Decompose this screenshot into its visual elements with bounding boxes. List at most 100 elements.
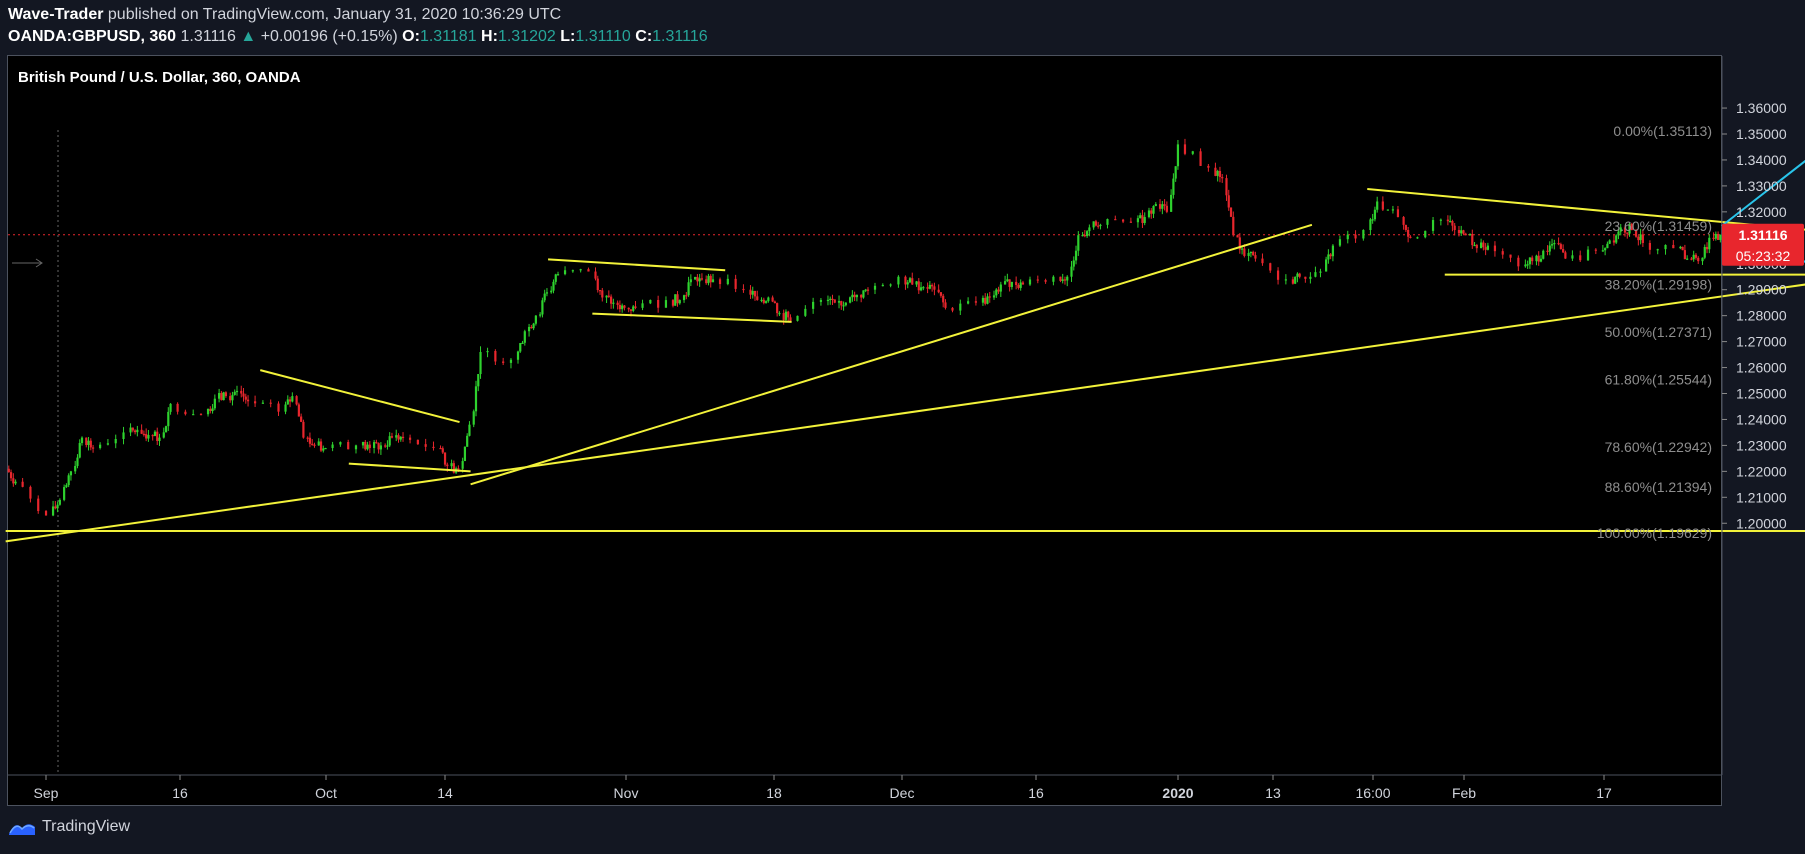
candle-body (253, 401, 257, 404)
candle-body (1170, 194, 1173, 212)
candle-body (372, 442, 376, 448)
current-price-value: 1.31116 (1738, 227, 1787, 243)
candle-body (1716, 233, 1720, 240)
candle-body (284, 404, 287, 412)
candle-body (432, 446, 435, 449)
candle-body (1637, 236, 1640, 241)
candle-body (1017, 284, 1020, 288)
candle-body (1346, 234, 1349, 240)
candle-body (521, 342, 524, 344)
low-label: L: (560, 28, 576, 45)
symbol-label: OANDA:GBPUSD, 360 (8, 28, 177, 45)
candle-body (85, 437, 88, 445)
candle-body (1391, 209, 1395, 211)
candle-body (468, 424, 471, 436)
candle-body (571, 270, 574, 272)
candle-body (99, 444, 102, 448)
candle-body (450, 463, 453, 467)
candle-body (1072, 260, 1075, 267)
candle-body (999, 284, 1002, 292)
price-tick-label: 1.33000 (1736, 178, 1787, 194)
candle-body (853, 294, 856, 298)
candle-body (377, 443, 380, 450)
tradingview-brand[interactable]: TradingView (42, 818, 131, 835)
candle-body (1571, 255, 1574, 259)
candle-body (313, 444, 316, 446)
open-label: O: (402, 28, 420, 45)
candle-body (579, 269, 582, 271)
candle-body (1501, 251, 1504, 255)
candle-body (545, 292, 549, 294)
candle-body (705, 279, 708, 284)
candle-body (1309, 276, 1312, 279)
candle-body (1528, 257, 1532, 265)
candle-body (1439, 219, 1442, 221)
candle-body (641, 303, 644, 308)
candle-body (1291, 279, 1295, 284)
author-name[interactable]: Wave-Trader (8, 6, 104, 23)
time-tick-label: Feb (1452, 785, 1476, 801)
candle-body (709, 275, 712, 283)
candle-body (1690, 258, 1693, 260)
fib-level-label: 38.20%(1.29198) (1605, 277, 1712, 293)
candle-body (1106, 219, 1109, 225)
candle-body (244, 396, 247, 400)
candle-body (616, 302, 619, 305)
candle-body (288, 399, 292, 402)
candle-body (1028, 279, 1032, 285)
high-value: 1.31202 (497, 28, 556, 45)
candle-body (796, 315, 799, 321)
candle-body (1327, 254, 1330, 260)
chart-title: British Pound / U.S. Dollar, 360, OANDA (18, 69, 301, 86)
candle-body (974, 301, 978, 303)
candle-body (1535, 255, 1538, 262)
candle-body (718, 279, 722, 285)
candle-body (1462, 230, 1465, 234)
candle-body (1457, 230, 1461, 234)
candle-body (842, 305, 845, 307)
candle-body (694, 276, 697, 280)
candle-body (302, 421, 305, 438)
triangle-resistance-line (1367, 188, 1805, 231)
candle-body (1150, 210, 1153, 214)
price-tick-label: 1.23000 (1736, 437, 1787, 453)
candle-body (981, 297, 985, 303)
candle-body (472, 411, 475, 425)
candle-body (122, 432, 125, 439)
candle-body (904, 276, 907, 285)
candle-body (944, 302, 947, 308)
candle-body (1484, 247, 1487, 250)
last-price: 1.31116 (180, 28, 236, 45)
candle-body (897, 276, 900, 285)
candle-body (51, 506, 55, 516)
candle-body (231, 394, 234, 401)
candle-body (233, 391, 236, 395)
candle-body (959, 303, 962, 311)
candle-body (543, 293, 546, 301)
candle-body (1070, 266, 1073, 277)
candle-body (753, 290, 757, 297)
candle-body (997, 289, 1000, 292)
candle-body (1227, 195, 1230, 208)
candle-body (1703, 246, 1706, 258)
candle-body (782, 313, 785, 320)
candle-body (1679, 246, 1682, 249)
price-tick-label: 1.26000 (1736, 360, 1787, 376)
candle-body (789, 317, 792, 321)
time-tick-label: Dec (890, 785, 915, 801)
candle-body (1229, 207, 1233, 217)
candle-body (1694, 254, 1698, 258)
candle-body (1094, 221, 1098, 226)
candle-body (1446, 219, 1449, 222)
candle-body (1052, 276, 1055, 282)
fib-level-label: 0.00%(1.35113) (1613, 123, 1712, 139)
candle-body (1129, 221, 1132, 223)
candle-body (142, 433, 145, 436)
candle-body (1468, 234, 1472, 236)
chart-area[interactable] (7, 55, 1722, 806)
candle-body (831, 298, 834, 300)
price-tick-label: 1.36000 (1736, 100, 1787, 116)
candle-body (1683, 250, 1686, 260)
candle-body (1003, 281, 1007, 285)
